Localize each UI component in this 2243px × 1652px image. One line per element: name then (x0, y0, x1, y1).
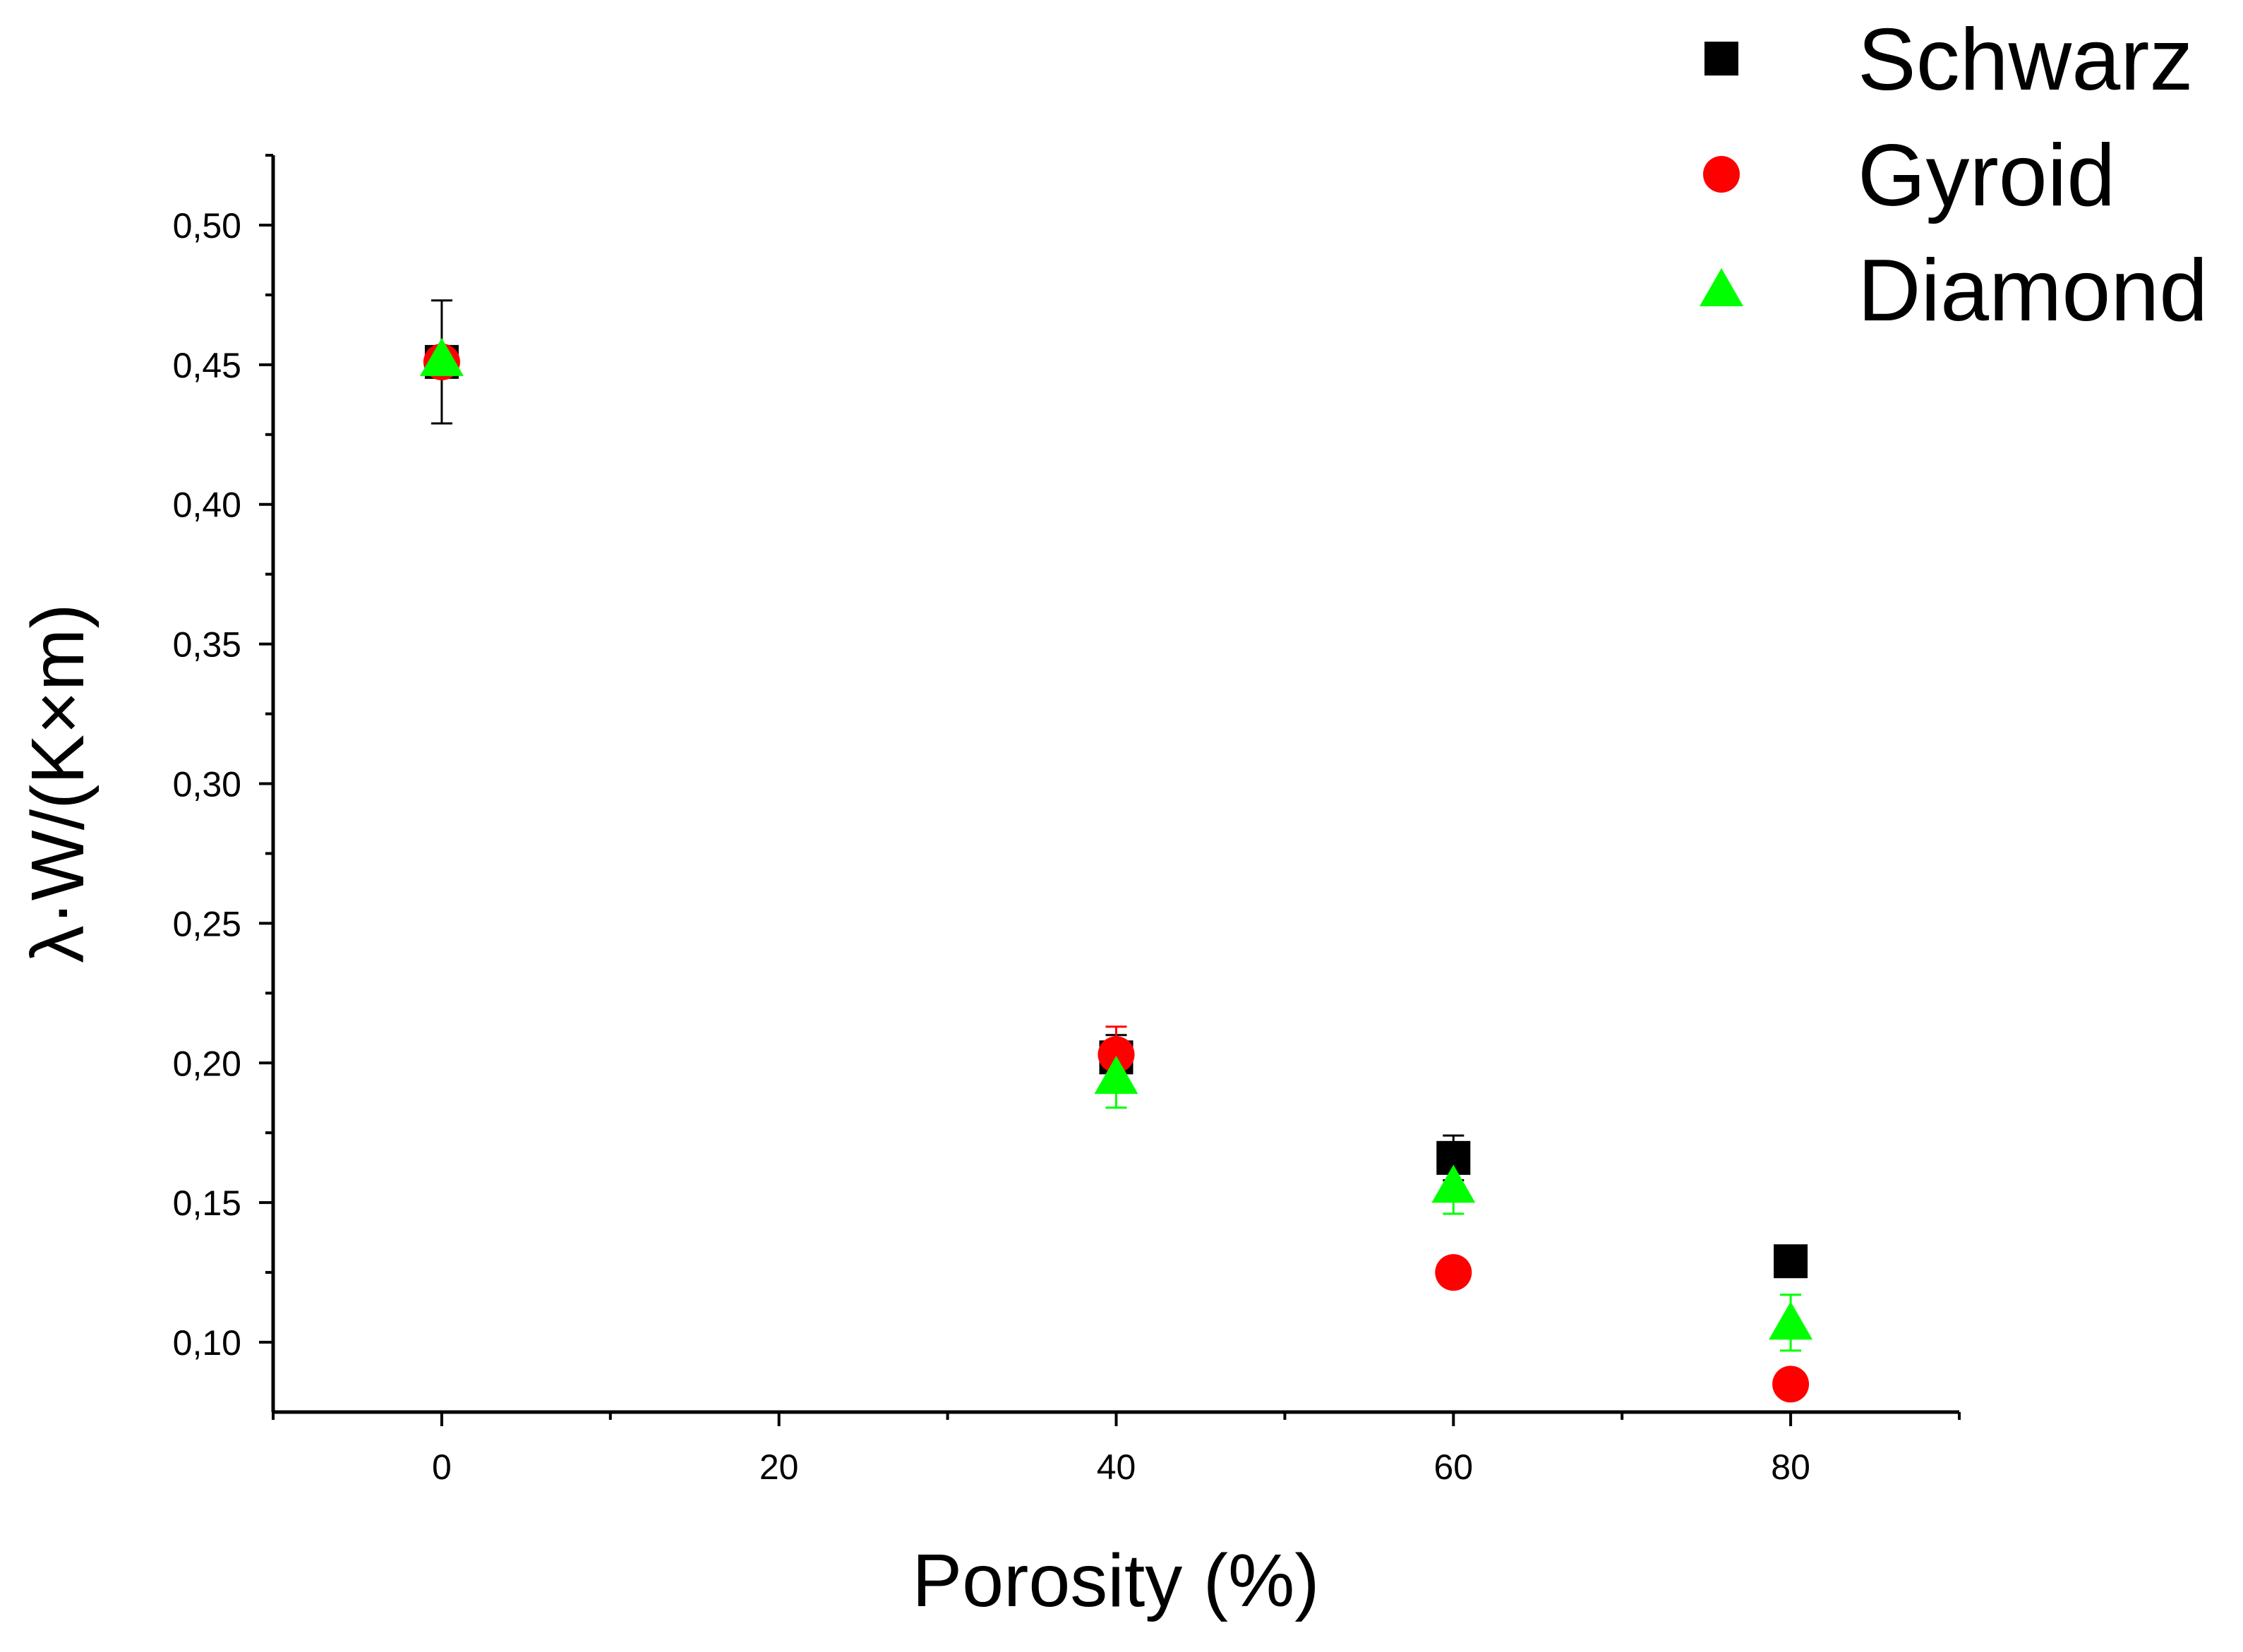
ticks: 0 20 40 60 80 0,10 0,15 0,20 0,25 0,30 0,35 0,40 0,4… (173, 154, 1961, 1487)
y-tick-label: 0,45 (173, 346, 241, 385)
legend-marker-gyroid (1703, 156, 1740, 193)
y-tick-label: 0,10 (173, 1323, 241, 1363)
data-markers (419, 337, 1813, 1403)
y-tick-label: 0,30 (173, 765, 241, 804)
y-tick-label: 0,50 (173, 206, 241, 246)
legend-label-schwarz: Schwarz (1858, 11, 2193, 109)
data-point-diamond (1769, 1301, 1813, 1340)
x-axis-title: Porosity (%) (912, 1539, 1319, 1622)
x-tick-label: 0 (432, 1447, 452, 1487)
x-tick-label: 40 (1097, 1447, 1136, 1487)
x-tick-label: 60 (1433, 1447, 1473, 1487)
legend-marker-schwarz (1704, 42, 1738, 76)
x-tick-label: 20 (759, 1447, 799, 1487)
data-point-schwarz (1774, 1244, 1808, 1279)
y-axis-title: λ·W/(K×m) (16, 603, 100, 963)
legend-label-gyroid: Gyroid (1858, 127, 2115, 224)
y-tick-label: 0,35 (173, 625, 241, 665)
y-tick-label: 0,20 (173, 1044, 241, 1083)
data-point-diamond (1094, 1056, 1138, 1095)
y-tick-label: 0,25 (173, 904, 241, 943)
legend-label-diamond: Diamond (1858, 242, 2208, 339)
error-bars (431, 299, 1802, 1391)
x-tick-label: 80 (1771, 1447, 1810, 1487)
data-point-diamond (1431, 1164, 1476, 1203)
data-point-gyroid (1772, 1365, 1810, 1403)
y-tick-label: 0,40 (173, 486, 241, 525)
y-tick-label: 0,15 (173, 1183, 241, 1223)
legend: Schwarz Gyroid Diamond (1700, 11, 2208, 339)
legend-marker-diamond (1700, 268, 1743, 306)
data-point-diamond (419, 337, 464, 376)
data-point-gyroid (1098, 1036, 1135, 1073)
axes (271, 155, 1959, 1414)
data-point-gyroid (1435, 1254, 1472, 1291)
